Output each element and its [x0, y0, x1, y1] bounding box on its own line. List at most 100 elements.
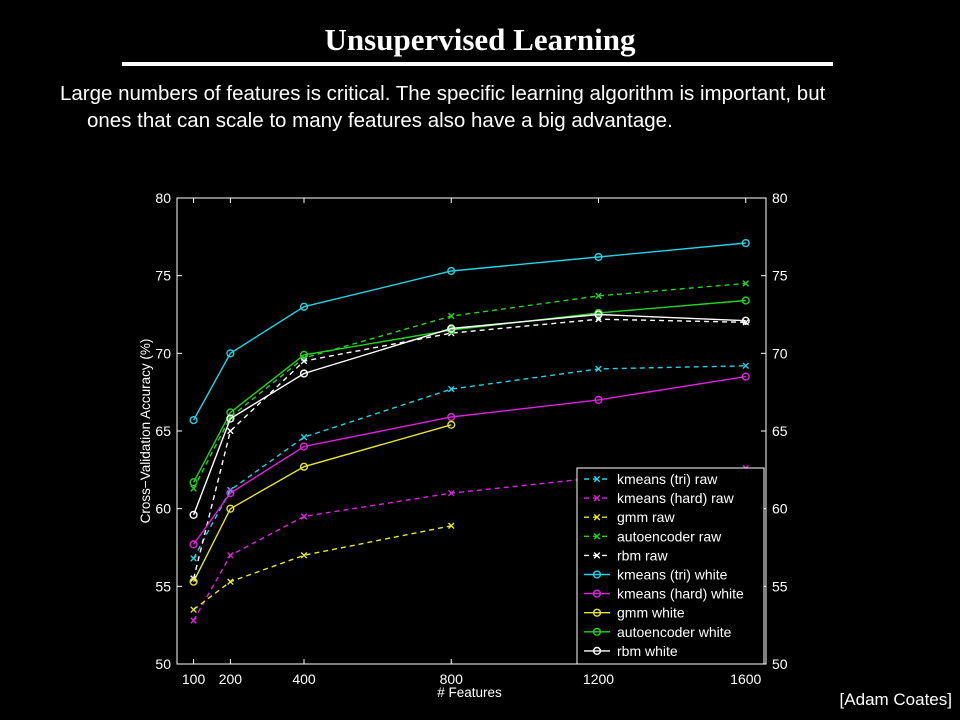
- y-tick-label-left: 80: [155, 190, 171, 206]
- legend-item: rbm white: [584, 643, 678, 659]
- y-tick-label-left: 70: [155, 345, 171, 361]
- y-axis-label: Cross−Validation Accuracy (%): [138, 339, 153, 524]
- data-point: [741, 296, 750, 305]
- legend-label: rbm white: [617, 643, 678, 659]
- x-tick-label: 800: [440, 671, 464, 687]
- data-point: [447, 420, 456, 429]
- data-point: [299, 350, 309, 359]
- y-tick-label-right: 60: [772, 501, 788, 517]
- data-point: [447, 324, 456, 333]
- series-line: [193, 375, 746, 545]
- data-point: [594, 252, 603, 262]
- series-gmm-white: [189, 420, 456, 586]
- legend-item: autoencoder raw: [584, 528, 722, 544]
- data-point: [190, 485, 197, 492]
- legend-label: autoencoder raw: [617, 528, 722, 544]
- x-tick-label: 1600: [730, 671, 761, 687]
- legend-item: rbm raw: [584, 547, 668, 563]
- legend-label: gmm white: [617, 605, 685, 621]
- data-point: [227, 551, 234, 559]
- series-line: [192, 242, 746, 421]
- y-tick-label-right: 70: [772, 345, 788, 361]
- legend-label: rbm raw: [617, 547, 668, 563]
- data-point: [741, 238, 750, 248]
- data-point: [226, 414, 235, 423]
- data-point: [742, 362, 750, 370]
- x-axis-label: # Features: [437, 685, 502, 700]
- data-point: [595, 365, 602, 373]
- legend-label: kmeans (tri) raw: [617, 471, 718, 487]
- legend-item: kmeans (tri) raw: [584, 471, 718, 487]
- data-point: [190, 617, 197, 624]
- data-point: [447, 412, 456, 422]
- data-point: [741, 316, 750, 325]
- series-kmeans-tri-white: [189, 238, 750, 425]
- y-tick-label-left: 75: [155, 268, 171, 284]
- data-point: [226, 489, 235, 498]
- data-point: [189, 478, 198, 487]
- legend-item: gmm white: [584, 605, 685, 621]
- series-rbm-white: [189, 310, 750, 519]
- slide-title: Unsupervised Learning: [324, 22, 636, 57]
- legend-item: kmeans (hard) white: [584, 586, 744, 602]
- data-point: [300, 513, 308, 520]
- legend-label: gmm raw: [617, 509, 675, 525]
- data-point: [227, 578, 234, 585]
- y-tick-label-right: 80: [772, 190, 788, 206]
- series-line: [192, 313, 746, 516]
- data-point: [226, 349, 235, 358]
- data-point: [189, 540, 198, 549]
- y-tick-label-right: 50: [772, 656, 788, 672]
- data-point: [189, 510, 198, 519]
- y-tick-label-left: 55: [155, 578, 171, 594]
- data-point: [300, 433, 308, 441]
- data-point: [594, 395, 603, 405]
- bullet-text: Large numbers of features is critical. T…: [60, 82, 826, 132]
- x-tick-label: 1200: [583, 671, 614, 687]
- series-autoencoder-raw: [190, 280, 750, 492]
- legend-marker: [592, 570, 602, 579]
- legend: kmeans (tri) raw kmeans (hard) raw gmm raw…: [576, 467, 765, 665]
- legend-marker: [592, 627, 602, 636]
- data-point: [594, 310, 603, 319]
- data-point: [741, 372, 750, 381]
- data-point: [190, 555, 197, 562]
- data-point: [226, 504, 235, 513]
- y-tick-label-left: 50: [155, 656, 171, 672]
- series-gmm-raw: [190, 522, 455, 613]
- legend-marker: [593, 494, 601, 502]
- x-tick-label: 100: [182, 671, 206, 687]
- y-tick-label-right: 55: [772, 578, 788, 594]
- x-tick-label: 400: [292, 671, 316, 687]
- legend-label: autoencoder white: [617, 624, 732, 640]
- data-point: [190, 606, 197, 613]
- data-point: [189, 416, 198, 425]
- legend-marker: [593, 475, 601, 483]
- legend-marker: [592, 608, 602, 617]
- data-point: [595, 292, 602, 300]
- y-tick-label-right: 75: [772, 268, 788, 284]
- data-point: [447, 522, 455, 530]
- data-point: [447, 385, 455, 393]
- legend-item: kmeans (tri) white: [584, 567, 728, 583]
- data-point: [447, 266, 456, 276]
- data-point: [227, 427, 234, 435]
- y-tick-label-right: 65: [772, 423, 788, 439]
- legend-marker: [593, 552, 601, 559]
- legend-label: kmeans (tri) white: [617, 567, 728, 583]
- legend-item: gmm raw: [584, 509, 675, 525]
- series-line: [192, 299, 746, 483]
- data-point: [299, 462, 309, 471]
- data-point: [300, 551, 308, 559]
- series-line: [192, 424, 452, 583]
- legend-label: kmeans (hard) raw: [617, 490, 735, 506]
- credit-text: [Adam Coates]: [839, 690, 952, 709]
- legend-item: autoencoder white: [584, 624, 732, 640]
- legend-marker: [592, 589, 602, 598]
- data-point: [300, 357, 308, 365]
- series-kmeans-hard-white: [189, 372, 750, 549]
- title-underline: [122, 62, 833, 66]
- legend-marker: [593, 533, 601, 540]
- legend-label: kmeans (hard) white: [617, 586, 744, 602]
